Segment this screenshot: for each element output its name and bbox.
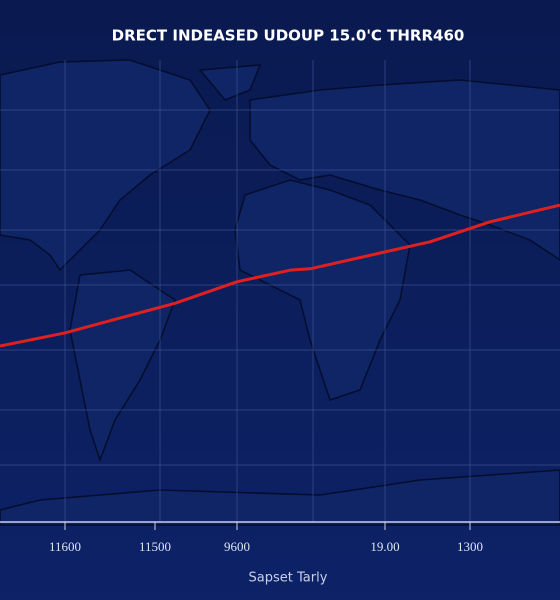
x-tick-label: 9600 <box>224 539 250 554</box>
x-axis-label: Sapset Tarly <box>249 571 328 586</box>
grid <box>0 60 560 522</box>
x-tick-label: 11600 <box>49 539 81 554</box>
x-tick-label: 11500 <box>139 539 171 554</box>
x-tick-label: 1300 <box>457 539 483 554</box>
data-line <box>0 203 560 348</box>
x-tick-label: 19.00 <box>370 539 399 554</box>
chart-title: DRECT INDEASED UDOUP 15.0'C THRR460 <box>112 27 465 45</box>
